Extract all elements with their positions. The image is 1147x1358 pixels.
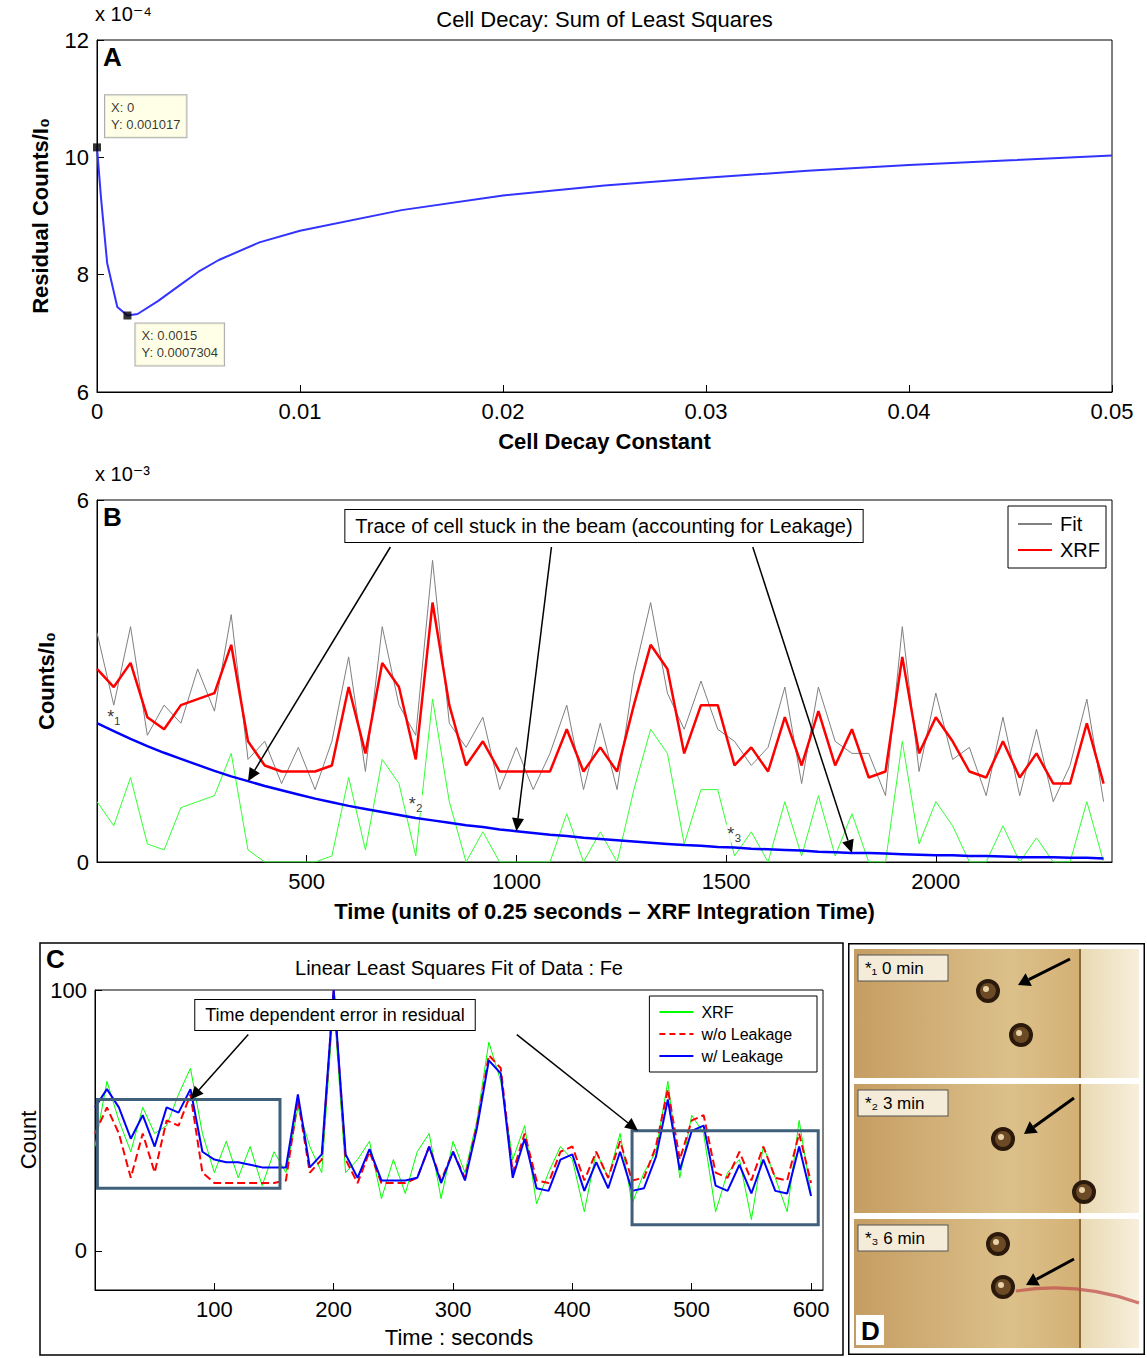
svg-text:100: 100 <box>50 978 87 1003</box>
svg-text:500: 500 <box>673 1297 710 1322</box>
svg-text:w/ Leakage: w/ Leakage <box>700 1048 783 1065</box>
svg-text:0.03: 0.03 <box>685 399 728 424</box>
svg-text:600: 600 <box>793 1297 830 1322</box>
svg-text:0: 0 <box>75 1238 87 1263</box>
svg-text:200: 200 <box>315 1297 352 1322</box>
svg-text:8: 8 <box>77 262 89 287</box>
svg-text:D: D <box>861 1316 880 1346</box>
svg-text:0.02: 0.02 <box>482 399 525 424</box>
svg-text:Fit: Fit <box>1060 513 1083 535</box>
svg-text:*₂ 3 min: *₂ 3 min <box>865 1094 925 1113</box>
svg-text:0.05: 0.05 <box>1091 399 1134 424</box>
svg-text:Cell Decay Constant: Cell Decay Constant <box>498 429 711 454</box>
svg-text:XRF: XRF <box>701 1004 733 1021</box>
svg-text:x 10⁻⁴: x 10⁻⁴ <box>95 3 152 25</box>
svg-text:w/o Leakage: w/o Leakage <box>700 1026 792 1043</box>
svg-text:x 10⁻³: x 10⁻³ <box>95 463 150 485</box>
svg-text:6: 6 <box>77 380 89 405</box>
svg-text:Cell Decay: Sum of Least Squar: Cell Decay: Sum of Least Squares <box>436 7 772 32</box>
svg-text:C: C <box>46 944 65 974</box>
svg-text:*₁: *₁ <box>107 707 120 727</box>
svg-text:Y: 0.001017: Y: 0.001017 <box>111 117 180 132</box>
svg-text:*₃: *₃ <box>727 824 741 844</box>
svg-text:0.01: 0.01 <box>279 399 322 424</box>
svg-text:6: 6 <box>77 488 89 513</box>
svg-text:1000: 1000 <box>492 869 541 894</box>
svg-text:0: 0 <box>91 399 103 424</box>
svg-text:10: 10 <box>65 145 89 170</box>
svg-text:Counts/I₀: Counts/I₀ <box>34 632 59 730</box>
svg-text:B: B <box>103 502 122 532</box>
svg-text:12: 12 <box>65 28 89 53</box>
svg-text:500: 500 <box>288 869 325 894</box>
svg-text:*₃ 6 min: *₃ 6 min <box>865 1229 925 1248</box>
svg-text:Time dependent error in residu: Time dependent error in residual <box>205 1005 464 1025</box>
svg-text:Count: Count <box>16 1111 41 1170</box>
svg-text:A: A <box>103 42 122 72</box>
svg-text:Time (units of 0.25 seconds –: Time (units of 0.25 seconds – XRF Integr… <box>334 899 875 924</box>
svg-text:*₂: *₂ <box>409 794 423 814</box>
svg-text:Time : seconds: Time : seconds <box>385 1325 533 1350</box>
svg-text:Linear Least Squares Fit of Da: Linear Least Squares Fit of Data : Fe <box>295 957 623 979</box>
svg-text:100: 100 <box>196 1297 233 1322</box>
svg-text:X: 0.0015: X: 0.0015 <box>141 328 197 343</box>
svg-text:0: 0 <box>77 850 89 875</box>
svg-text:XRF: XRF <box>1060 539 1100 561</box>
svg-text:0.04: 0.04 <box>888 399 931 424</box>
svg-text:Residual Counts/I₀: Residual Counts/I₀ <box>28 118 53 314</box>
svg-text:300: 300 <box>435 1297 472 1322</box>
svg-text:Y: 0.0007304: Y: 0.0007304 <box>141 345 218 360</box>
svg-text:400: 400 <box>554 1297 591 1322</box>
svg-text:Trace of cell stuck in the bea: Trace of cell stuck in the beam (account… <box>355 515 852 537</box>
svg-text:1500: 1500 <box>702 869 751 894</box>
svg-text:*₁ 0 min: *₁ 0 min <box>865 959 924 978</box>
svg-text:2000: 2000 <box>911 869 960 894</box>
svg-text:X: 0: X: 0 <box>111 100 134 115</box>
